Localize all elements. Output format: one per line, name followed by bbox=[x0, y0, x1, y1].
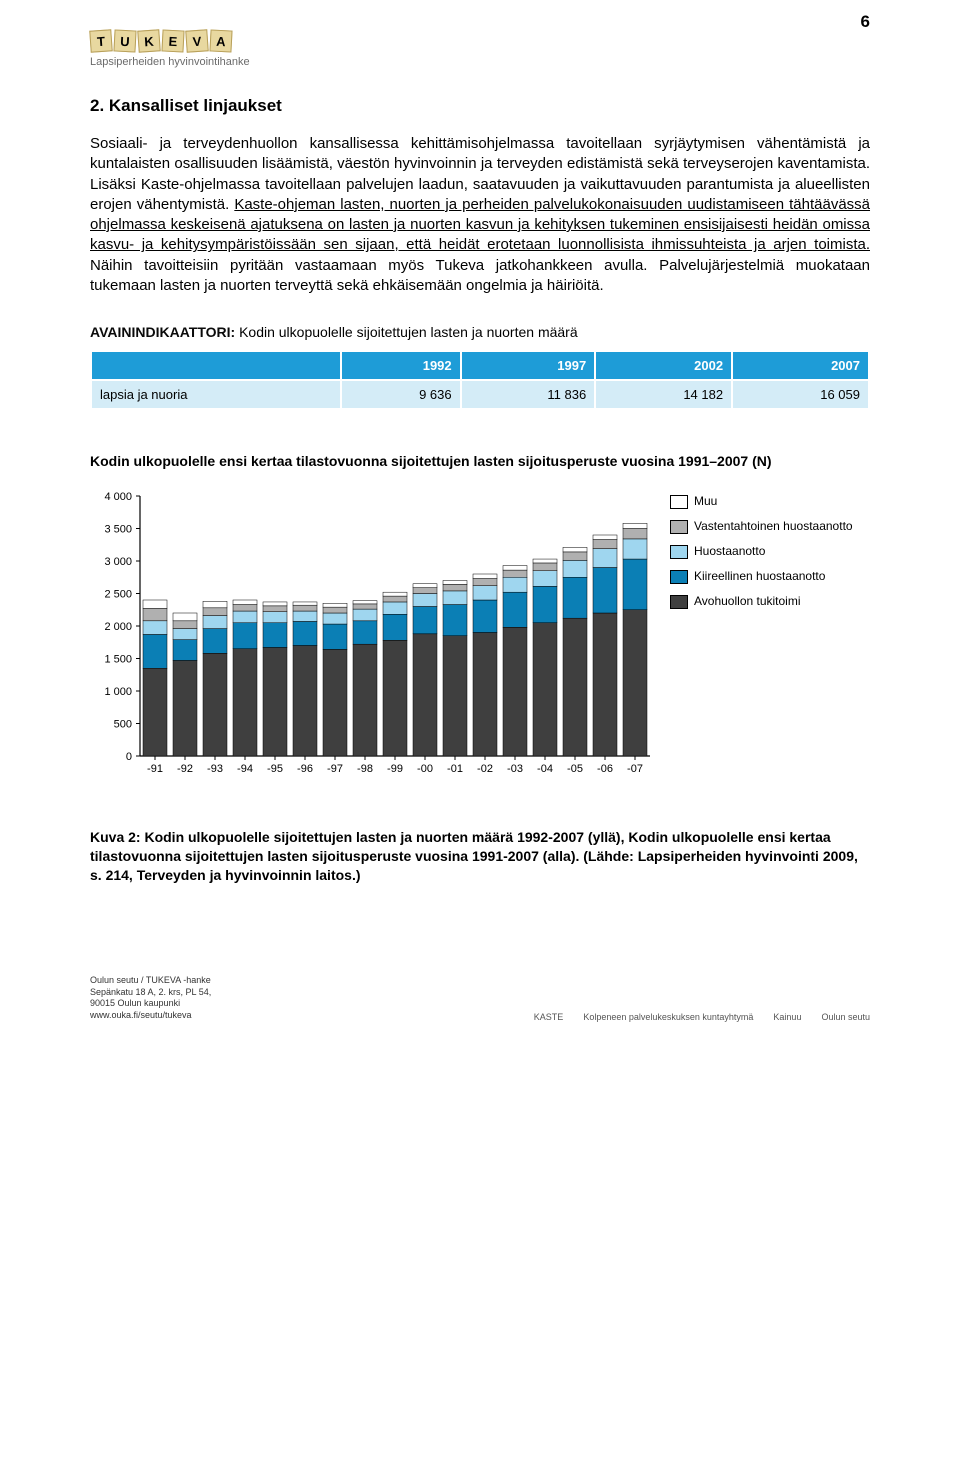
svg-text:-06: -06 bbox=[597, 763, 613, 775]
table-header-cell: 2007 bbox=[732, 351, 869, 380]
svg-text:-91: -91 bbox=[147, 763, 163, 775]
legend-label: Kiireellinen huostaanotto bbox=[694, 569, 825, 583]
svg-text:-97: -97 bbox=[327, 763, 343, 775]
section-heading: 2. Kansalliset linjaukset bbox=[90, 96, 870, 116]
logo-blocks: TUKEVA bbox=[90, 30, 870, 52]
table-cell: 14 182 bbox=[595, 380, 732, 409]
legend-item: Vastentahtoinen huostaanotto bbox=[670, 519, 853, 534]
svg-text:3 500: 3 500 bbox=[104, 524, 132, 536]
legend-swatch bbox=[670, 520, 688, 534]
footer-address: Oulun seutu / TUKEVA -hankeSepänkatu 18 … bbox=[90, 975, 211, 1022]
legend-label: Muu bbox=[694, 494, 717, 508]
table-cell: 16 059 bbox=[732, 380, 869, 409]
logo-subtitle: Lapsiperheiden hyvinvointihanke bbox=[90, 56, 870, 68]
table-cell: lapsia ja nuoria bbox=[91, 380, 341, 409]
indicator-table: 1992199720022007 lapsia ja nuoria9 63611… bbox=[90, 350, 870, 410]
svg-text:-04: -04 bbox=[537, 763, 553, 775]
svg-text:-94: -94 bbox=[237, 763, 253, 775]
page-number: 6 bbox=[861, 12, 870, 32]
logo-letter: K bbox=[137, 29, 160, 52]
svg-text:-02: -02 bbox=[477, 763, 493, 775]
footer-address-line: Oulun seutu / TUKEVA -hanke bbox=[90, 975, 211, 987]
legend-swatch bbox=[670, 570, 688, 584]
footer-logo: Oulun seutu bbox=[821, 1012, 870, 1022]
logo-letter: U bbox=[113, 29, 136, 52]
table-row: lapsia ja nuoria9 63611 83614 18216 059 bbox=[91, 380, 869, 409]
svg-text:0: 0 bbox=[126, 751, 132, 763]
logo: TUKEVA Lapsiperheiden hyvinvointihanke bbox=[90, 30, 870, 68]
logo-letter: T bbox=[89, 29, 112, 52]
para-plain-2: Näihin tavoitteisiin pyritään vastaamaan… bbox=[90, 257, 870, 294]
svg-text:4 000: 4 000 bbox=[104, 491, 132, 503]
page-footer: Oulun seutu / TUKEVA -hankeSepänkatu 18 … bbox=[90, 975, 870, 1022]
stacked-bar-chart: 0 500 1 000 1 500 2 000 2 500 3 000 3 500 4 000 -… bbox=[90, 486, 660, 782]
indicator-title: AVAININDIKAATTORI: Kodin ulkopuolelle si… bbox=[90, 324, 870, 340]
legend-swatch bbox=[670, 595, 688, 609]
legend-label: Vastentahtoinen huostaanotto bbox=[694, 519, 853, 533]
svg-text:-93: -93 bbox=[207, 763, 223, 775]
table-cell: 11 836 bbox=[461, 380, 596, 409]
svg-text:-95: -95 bbox=[267, 763, 283, 775]
logo-letter: E bbox=[161, 29, 184, 52]
footer-address-line: 90015 Oulun kaupunki bbox=[90, 998, 211, 1010]
indicator-block: AVAININDIKAATTORI: Kodin ulkopuolelle si… bbox=[90, 324, 870, 410]
legend-item: Muu bbox=[670, 494, 853, 509]
table-header-cell: 1992 bbox=[341, 351, 461, 380]
chart-title: Kodin ulkopuolelle ensi kertaa tilastovu… bbox=[90, 452, 870, 470]
legend-item: Kiireellinen huostaanotto bbox=[670, 569, 853, 584]
table-cell: 9 636 bbox=[341, 380, 461, 409]
svg-text:-96: -96 bbox=[297, 763, 313, 775]
table-header-cell bbox=[91, 351, 341, 380]
footer-logo: Kolpeneen palvelukeskuksen kuntayhtymä bbox=[583, 1012, 753, 1022]
svg-text:-03: -03 bbox=[507, 763, 523, 775]
svg-text:-07: -07 bbox=[627, 763, 643, 775]
legend-label: Huostaanotto bbox=[694, 544, 765, 558]
footer-logo: Kainuu bbox=[773, 1012, 801, 1022]
chart-legend: Muu Vastentahtoinen huostaanotto Huostaano… bbox=[670, 486, 853, 782]
svg-text:3 000: 3 000 bbox=[104, 556, 132, 568]
footer-address-line: Sepänkatu 18 A, 2. krs, PL 54, bbox=[90, 987, 211, 999]
figure-caption: Kuva 2: Kodin ulkopuolelle sijoitettujen… bbox=[90, 828, 870, 885]
svg-text:2 000: 2 000 bbox=[104, 621, 132, 633]
legend-item: Huostaanotto bbox=[670, 544, 853, 559]
svg-text:-92: -92 bbox=[177, 763, 193, 775]
svg-text:-00: -00 bbox=[417, 763, 433, 775]
footer-logos: KASTE Kolpeneen palvelukeskuksen kuntayht… bbox=[534, 1012, 870, 1022]
footer-address-line: www.ouka.fi/seutu/tukeva bbox=[90, 1010, 211, 1022]
svg-text:-01: -01 bbox=[447, 763, 463, 775]
legend-item: Avohuollon tukitoimi bbox=[670, 594, 853, 609]
chart-block: Kodin ulkopuolelle ensi kertaa tilastovu… bbox=[90, 452, 870, 782]
table-header-cell: 2002 bbox=[595, 351, 732, 380]
footer-logo: KASTE bbox=[534, 1012, 564, 1022]
legend-label: Avohuollon tukitoimi bbox=[694, 594, 801, 608]
logo-letter: A bbox=[209, 29, 232, 52]
legend-swatch bbox=[670, 495, 688, 509]
table-header-row: 1992199720022007 bbox=[91, 351, 869, 380]
body-paragraph: Sosiaali- ja terveydenhuollon kansallise… bbox=[90, 134, 870, 296]
legend-swatch bbox=[670, 545, 688, 559]
svg-text:-98: -98 bbox=[357, 763, 373, 775]
svg-text:-99: -99 bbox=[387, 763, 403, 775]
indicator-prefix: AVAININDIKAATTORI: bbox=[90, 324, 235, 340]
svg-text:1 500: 1 500 bbox=[104, 654, 132, 666]
indicator-text: Kodin ulkopuolelle sijoitettujen lasten … bbox=[239, 324, 578, 340]
logo-letter: V bbox=[185, 29, 208, 52]
svg-text:2 500: 2 500 bbox=[104, 589, 132, 601]
svg-text:500: 500 bbox=[114, 719, 132, 731]
svg-text:-05: -05 bbox=[567, 763, 583, 775]
table-header-cell: 1997 bbox=[461, 351, 596, 380]
svg-text:1 000: 1 000 bbox=[104, 686, 132, 698]
